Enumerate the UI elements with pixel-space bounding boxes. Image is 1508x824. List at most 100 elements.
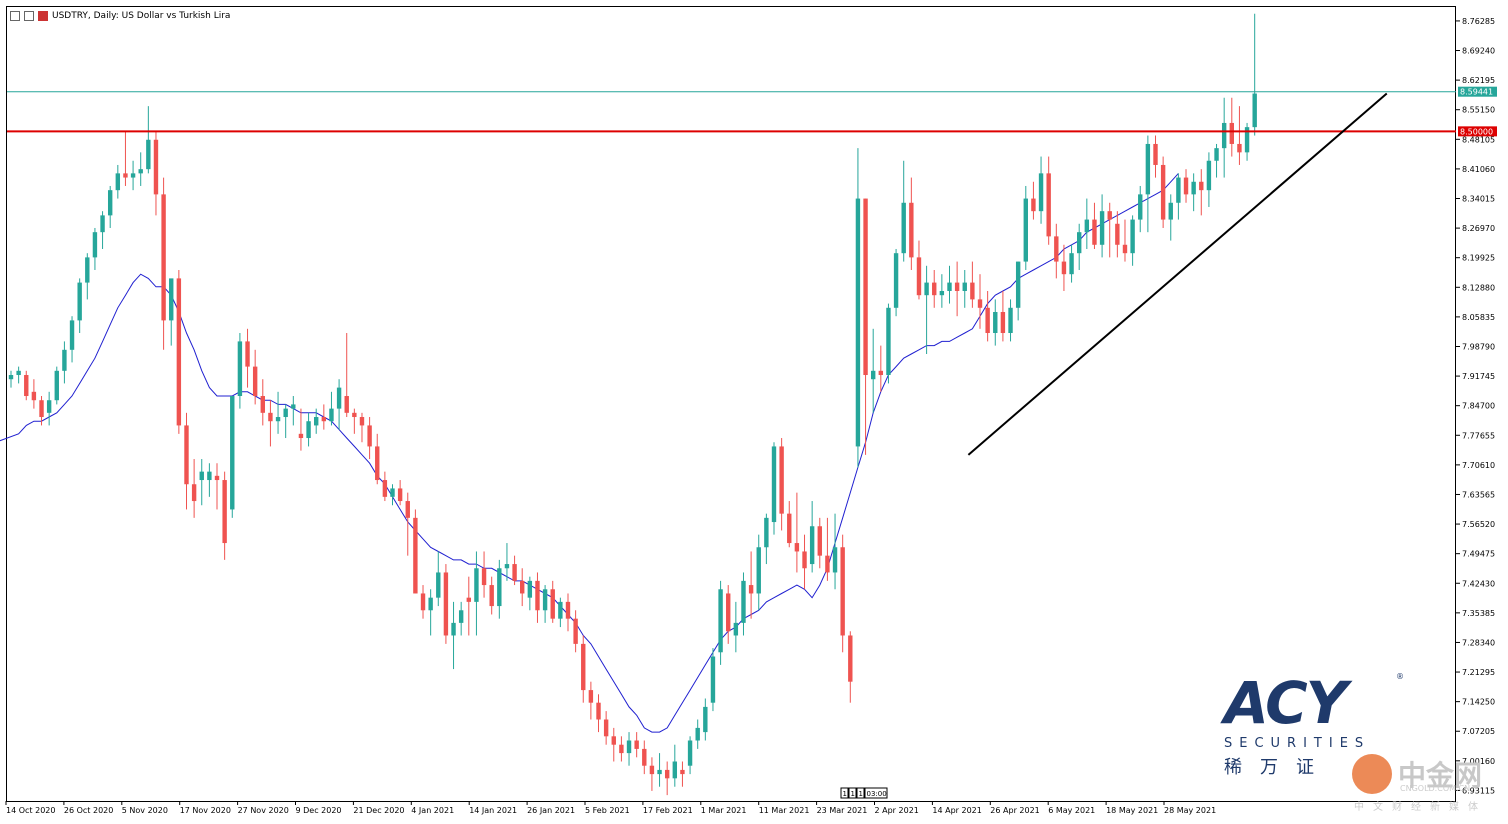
candle xyxy=(390,484,395,506)
candle-body xyxy=(504,564,510,569)
candle-body xyxy=(878,370,884,376)
candle xyxy=(443,564,449,644)
candle xyxy=(314,408,319,434)
logo-wordmark: ACY xyxy=(1224,669,1348,737)
candle-body xyxy=(527,580,533,598)
candle-body xyxy=(947,282,952,291)
candle xyxy=(565,593,571,632)
candle-body xyxy=(214,475,220,481)
candle xyxy=(31,379,37,409)
candle xyxy=(1237,106,1242,165)
y-tick-label: 6.93115 xyxy=(1462,786,1495,795)
y-tick-label: 8.26970 xyxy=(1462,224,1495,233)
candle-body xyxy=(1244,127,1250,153)
candle-body xyxy=(1107,211,1112,220)
x-tick-label: 5 Nov 2020 xyxy=(122,806,168,815)
x-tick-label: 26 Oct 2020 xyxy=(64,806,113,815)
candle-body xyxy=(260,396,265,413)
candle xyxy=(382,471,388,502)
candle-body xyxy=(298,433,304,439)
candle xyxy=(932,269,937,308)
candle xyxy=(962,269,967,308)
period-marker-label: 03:00 xyxy=(867,790,887,798)
candle-body xyxy=(1115,223,1120,245)
candle xyxy=(428,589,433,636)
candle-body xyxy=(107,190,113,216)
chart-title: USDTRY, Daily: US Dollar vs Turkish Lira xyxy=(52,11,231,21)
candle-body xyxy=(855,198,861,447)
x-tick-label: 18 May 2021 xyxy=(1106,806,1158,815)
candle xyxy=(283,404,288,439)
candle xyxy=(1183,169,1189,203)
candle-body xyxy=(1237,143,1242,153)
candle xyxy=(420,585,426,619)
x-tick-label: 14 Jan 2021 xyxy=(469,806,517,815)
candle-body xyxy=(1038,173,1044,212)
candle xyxy=(1061,244,1067,291)
candle-body xyxy=(1099,211,1105,245)
watermark-text: 中金网 xyxy=(1398,759,1483,792)
candle xyxy=(794,492,800,573)
candle-body xyxy=(870,370,876,380)
candle-body xyxy=(222,480,227,544)
candle-body xyxy=(1008,307,1013,334)
y-tick-label: 8.69240 xyxy=(1462,47,1495,56)
candle-body xyxy=(710,656,716,703)
candle xyxy=(779,438,784,531)
y-tick-label: 7.42430 xyxy=(1462,579,1495,588)
candle xyxy=(1199,169,1204,216)
candle xyxy=(298,408,304,451)
y-tick-label: 7.14250 xyxy=(1462,698,1495,707)
x-tick-label: 2 Apr 2021 xyxy=(875,806,919,815)
current-price-label: 8.59441 xyxy=(1460,88,1493,97)
candle-body xyxy=(382,480,388,497)
candle xyxy=(680,761,685,787)
window-icon[interactable] xyxy=(24,11,34,21)
candle xyxy=(169,278,174,346)
candle-body xyxy=(924,282,929,296)
candle xyxy=(367,417,372,460)
candle xyxy=(359,412,365,443)
candle xyxy=(275,391,281,434)
candle-body xyxy=(352,412,357,418)
candle-body xyxy=(939,290,945,296)
candle xyxy=(138,152,143,186)
candle-body xyxy=(1054,236,1059,262)
candle-body xyxy=(542,589,548,611)
candle-body xyxy=(649,765,655,775)
y-tick-label: 8.62195 xyxy=(1462,76,1495,85)
y-tick-label: 7.56520 xyxy=(1462,520,1495,529)
candle xyxy=(581,635,586,703)
y-tick-label: 7.49475 xyxy=(1462,550,1495,559)
candle xyxy=(16,366,21,384)
candle xyxy=(1054,223,1059,279)
candle xyxy=(520,568,525,607)
x-tick-label: 6 May 2021 xyxy=(1048,806,1095,815)
candle xyxy=(291,396,296,426)
candle xyxy=(321,404,327,430)
chart-type-icon[interactable] xyxy=(10,11,20,21)
candle-body xyxy=(794,543,800,552)
candle-body xyxy=(565,601,571,619)
current-price-tag xyxy=(1458,86,1497,97)
candle-body xyxy=(603,719,609,737)
candle-body xyxy=(436,572,441,598)
candle-body xyxy=(344,396,349,413)
candle-body xyxy=(199,471,204,481)
candle-body xyxy=(1046,173,1051,237)
candle xyxy=(603,711,609,745)
candle-body xyxy=(245,341,250,367)
candle-body xyxy=(8,375,14,380)
y-tick-label: 7.84700 xyxy=(1462,402,1495,411)
candle-body xyxy=(31,391,37,401)
candle xyxy=(1015,261,1021,321)
candle xyxy=(375,433,380,485)
candle-body xyxy=(1252,93,1257,128)
candle-body xyxy=(283,408,288,418)
x-tick-label: 4 Jan 2021 xyxy=(411,806,454,815)
candle-body xyxy=(741,580,746,623)
candle xyxy=(573,610,578,653)
candle-body xyxy=(809,526,815,565)
candle xyxy=(1160,156,1166,228)
y-axis: 8.76285 8.69240 8.62195 8.55150 8.48105 8.410… xyxy=(1456,17,1497,795)
